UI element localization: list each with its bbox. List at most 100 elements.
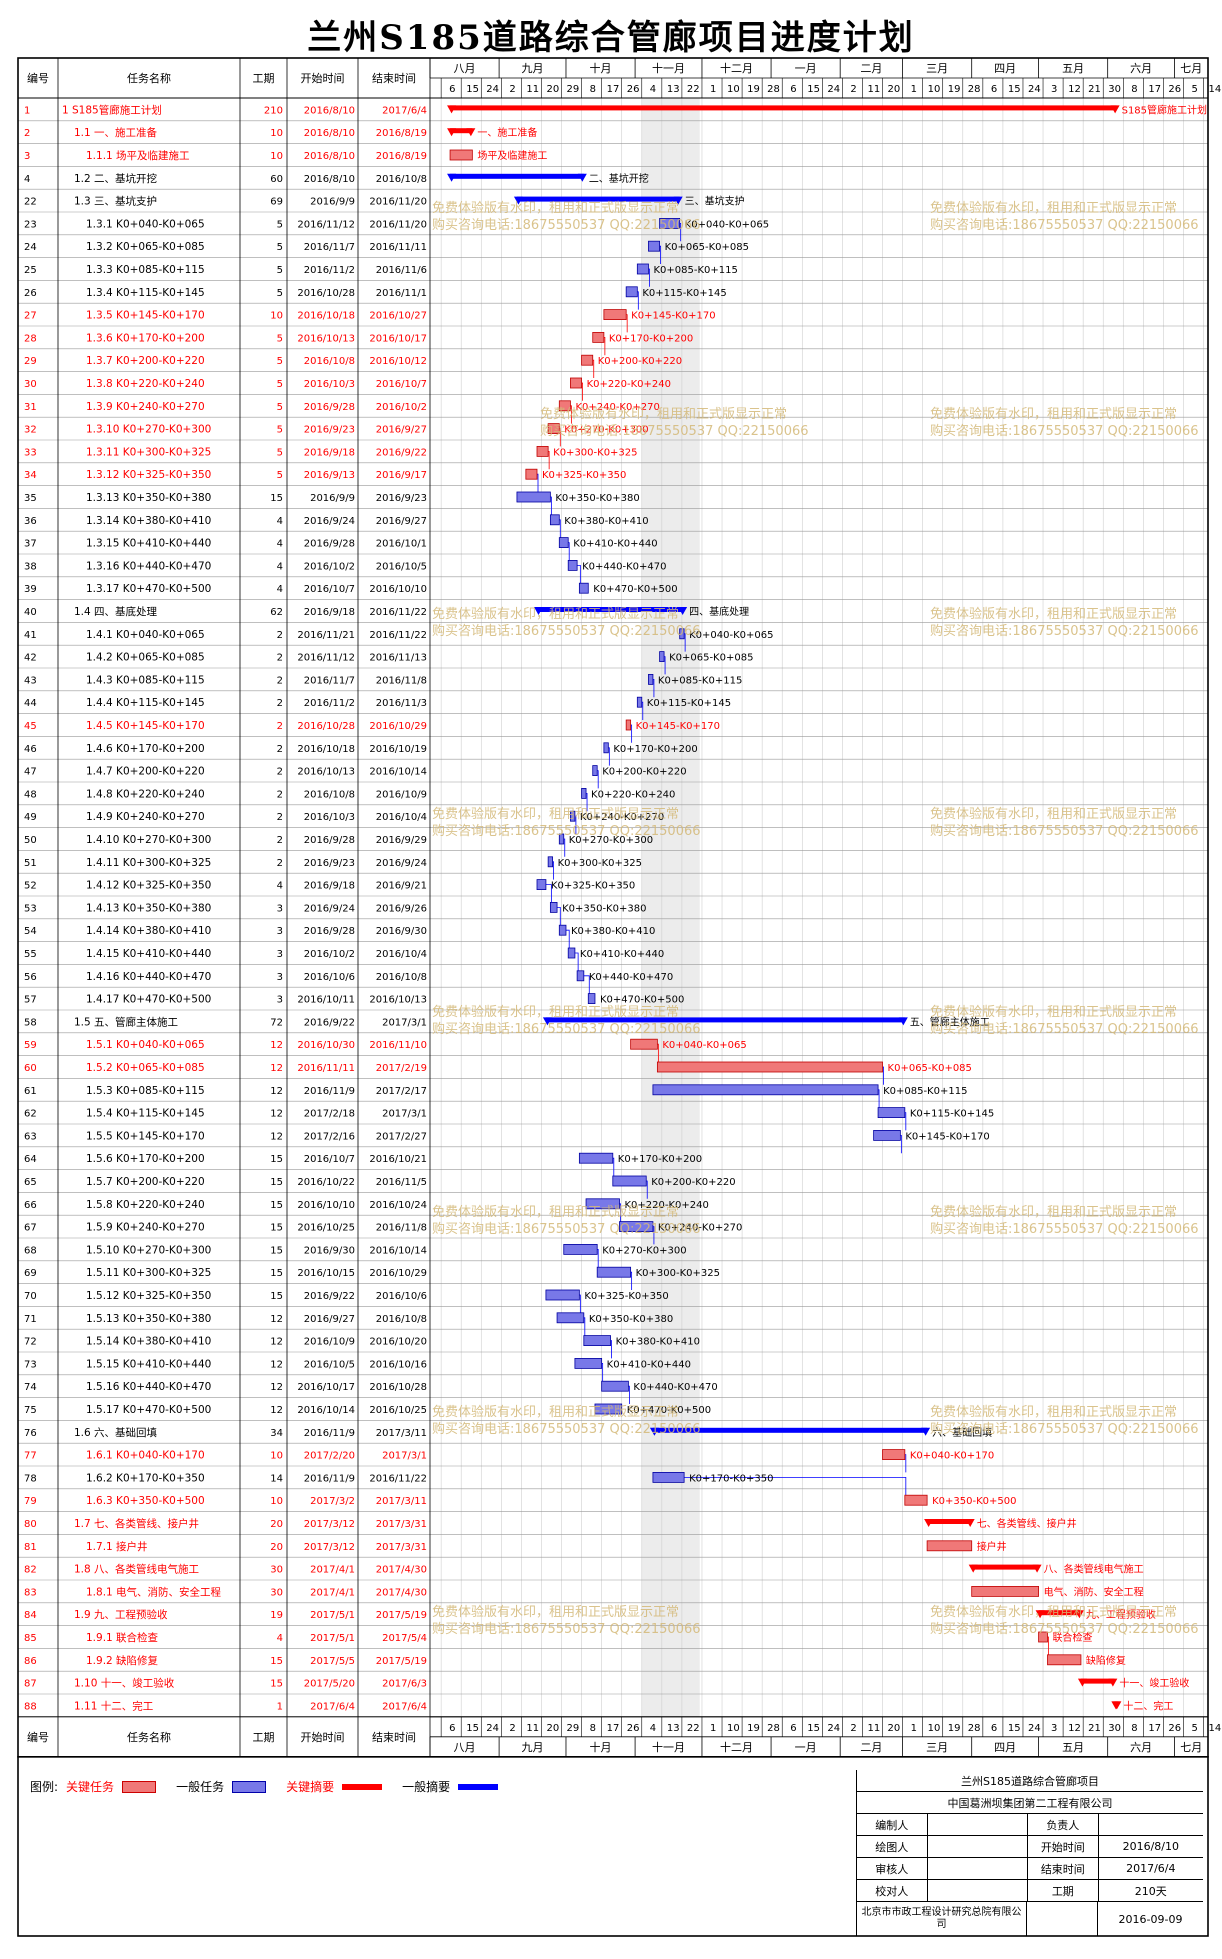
- task-bar: [563, 1244, 598, 1255]
- info-cell: 210天: [1134, 1884, 1167, 1898]
- day-label: 15: [1008, 84, 1021, 95]
- task-duration: 2: [277, 721, 283, 732]
- task-duration: 34: [270, 1428, 283, 1439]
- task-start: 2016/11/9: [304, 1473, 355, 1484]
- info-cell: [928, 1814, 1029, 1835]
- bar-label: K0+325-K0+350: [551, 881, 635, 892]
- task-bar: [567, 560, 578, 571]
- header-name: 任务名称: [127, 71, 171, 85]
- task-start: 2016/8/10: [304, 128, 355, 139]
- task-id: 76: [24, 1428, 37, 1439]
- bar-label: K0+040-K0+065: [662, 1040, 746, 1051]
- task-start: 2016/10/22: [297, 1177, 355, 1188]
- task-finish: 2016/10/24: [369, 1200, 427, 1211]
- watermark-line1: 免费体验版有水印，租用和正式版显示正常: [432, 806, 679, 822]
- day-label: 26: [627, 1723, 640, 1734]
- task-start: 2016/10/8: [304, 789, 355, 800]
- task-start: 2017/5/1: [310, 1610, 355, 1621]
- task-bar: [1038, 1631, 1048, 1643]
- task-duration: 5: [277, 402, 283, 413]
- task-id: 1: [24, 105, 30, 116]
- day-label: 2: [509, 1723, 515, 1734]
- watermark-line1: 免费体验版有水印，租用和正式版显示正常: [432, 1204, 679, 1220]
- task-id: 29: [24, 356, 37, 367]
- summary-bar: [545, 1017, 905, 1023]
- task-start: 2017/4/1: [310, 1587, 355, 1598]
- bar-label: K0+240-K0+270: [575, 402, 659, 413]
- task-id: 62: [24, 1109, 37, 1120]
- month-label: 八月: [454, 1741, 476, 1754]
- day-label: 30: [1108, 84, 1121, 95]
- task-duration: 30: [270, 1565, 283, 1576]
- task-name: 1.7.1 接户井: [86, 1540, 148, 1553]
- task-name: 1.3.2 K0+065-K0+085: [86, 241, 205, 253]
- task-finish: 2016/11/8: [376, 1223, 427, 1234]
- info-cell: [928, 1858, 1029, 1879]
- task-finish: 2016/11/22: [369, 1473, 427, 1484]
- task-id: 45: [24, 721, 37, 732]
- day-label: 29: [567, 1723, 580, 1734]
- task-duration: 3: [277, 995, 283, 1006]
- task-name: 1.5.17 K0+470-K0+500: [86, 1404, 211, 1416]
- day-label: 26: [1168, 84, 1181, 95]
- task-id: 50: [24, 835, 37, 846]
- info-design-institute: 北京市市政工程设计研究总院有限公司: [857, 1902, 1027, 1936]
- watermark-line2: 购买咨询电话:18675550537 QQ:22150066: [930, 823, 1199, 839]
- task-id: 79: [24, 1496, 37, 1507]
- task-finish: 2016/10/7: [376, 379, 427, 390]
- task-duration: 72: [270, 1017, 283, 1028]
- dependency-link: [577, 565, 581, 584]
- task-finish: 2016/11/3: [376, 698, 427, 709]
- summary-start-cap: [447, 128, 457, 137]
- task-bar: [516, 491, 551, 503]
- task-id: 37: [24, 539, 37, 550]
- task-start: 2017/2/16: [304, 1131, 355, 1142]
- watermark-line1: 免费体验版有水印，租用和正式版显示正常: [930, 1404, 1177, 1420]
- task-finish: 2016/9/27: [376, 425, 427, 436]
- task-start: 2017/3/2: [310, 1496, 355, 1507]
- day-label: 15: [807, 84, 820, 95]
- bar-label: K0+170-K0+200: [618, 1154, 702, 1165]
- dependency-link: [574, 952, 579, 971]
- watermark-line1: 免费体验版有水印，租用和正式版显示正常: [432, 200, 679, 216]
- task-duration: 3: [277, 949, 283, 960]
- task-finish: 2016/10/16: [369, 1359, 427, 1370]
- task-start: 2016/10/11: [297, 995, 355, 1006]
- day-label: 20: [546, 84, 559, 95]
- bar-label: K0+115-K0+145: [910, 1109, 994, 1120]
- day-label: 6: [449, 84, 455, 95]
- task-finish: 2017/6/3: [382, 1679, 427, 1690]
- bar-label: K0+350-K0+380: [562, 903, 646, 914]
- task-id: 34: [24, 470, 37, 481]
- task-start: 2017/6/4: [310, 1701, 355, 1712]
- task-name: 1.2 二、基坑开挖: [74, 172, 157, 185]
- day-label: 13: [667, 84, 680, 95]
- task-finish: 2016/11/8: [376, 675, 427, 686]
- task-name: 1.5.11 K0+300-K0+325: [86, 1267, 211, 1279]
- task-id: 69: [24, 1268, 37, 1279]
- bar-label: K0+220-K0+240: [591, 789, 675, 800]
- task-duration: 5: [277, 242, 283, 253]
- bar-label: K0+065-K0+085: [669, 653, 753, 664]
- task-name: 1.4.13 K0+350-K0+380: [86, 902, 211, 914]
- task-finish: 2016/10/8: [376, 972, 427, 983]
- task-id: 71: [24, 1314, 37, 1325]
- bar-label: K0+270-K0+300: [564, 425, 648, 436]
- task-bar: [652, 1472, 685, 1483]
- task-name: 1.3.3 K0+085-K0+115: [86, 264, 205, 276]
- info-cell: 2017/6/4: [1126, 1862, 1176, 1875]
- header-id: 编号: [27, 71, 49, 85]
- task-start: 2016/9/23: [304, 425, 355, 436]
- month-label: 二月: [860, 62, 882, 75]
- task-name: 1.4.10 K0+270-K0+300: [86, 834, 211, 846]
- bar-label: K0+440-K0+470: [589, 972, 673, 983]
- task-name: 1.5.7 K0+200-K0+220: [86, 1176, 205, 1188]
- bar-label: 八、各类管线电气施工: [1044, 1563, 1144, 1576]
- task-id: 63: [24, 1131, 37, 1142]
- day-label: 24: [827, 1723, 840, 1734]
- header-finish: 结束时间: [372, 1731, 416, 1744]
- summary-end-cap: [965, 1519, 975, 1527]
- task-bar: [926, 1540, 973, 1552]
- summary-start-cap: [542, 1017, 552, 1026]
- bar-label: 电气、消防、安全工程: [1044, 1585, 1144, 1598]
